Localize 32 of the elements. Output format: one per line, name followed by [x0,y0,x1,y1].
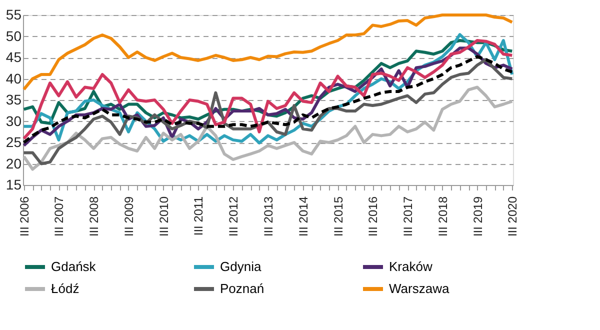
y-tick-label: 20 [6,155,22,172]
x-tick-label: III 2019 [470,196,485,237]
x-tick-label: III 2006 [17,196,32,237]
y-tick-label: 35 [6,92,22,108]
y-tick-label: 15 [6,176,22,192]
y-tick-label: 40 [6,70,22,86]
x-tick-label: III 2018 [436,196,450,237]
x-tick-label: III 2008 [87,196,102,237]
legend-label: Gdynia [220,259,262,274]
line-series [22,86,514,171]
y-tick-label: 50 [6,28,22,44]
x-tick-label: III 2010 [156,196,171,237]
y-tick-label: 30 [6,112,22,129]
x-tick-label: III 2014 [296,196,310,237]
y-tick-label: 45 [6,49,22,65]
x-tick-label: III 2017 [401,196,415,237]
y-tick-label: 25 [6,134,22,150]
x-tick-label: III 2012 [226,196,241,237]
legend-label: Kraków [389,259,433,274]
x-tick-label: III 2015 [331,196,346,237]
x-tick-label: III 2016 [366,196,380,237]
x-tick-label: III 2011 [192,196,206,236]
x-tick-label: III 2009 [122,196,136,237]
line-series [22,14,514,91]
legend-label: Łódź [51,281,80,296]
legend-label: Gdańsk [51,259,96,274]
y-tick-label: 55 [6,6,22,22]
x-tick-label: III 2007 [52,196,66,237]
x-tick-label: III 2013 [262,196,276,237]
legend-label: Poznań [220,281,264,296]
legend-label: Warszawa [389,281,450,296]
x-tick-label: III 2020 [506,196,520,237]
